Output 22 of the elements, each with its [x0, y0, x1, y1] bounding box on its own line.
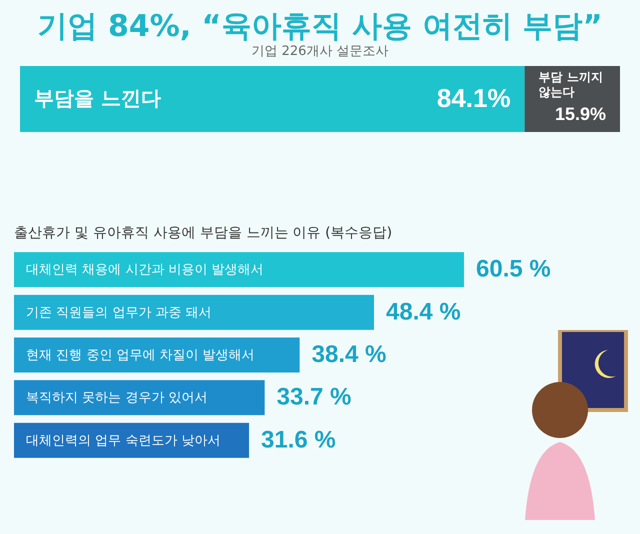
bar: [14, 380, 265, 416]
series-label: 부담 느끼지 않는다: [538, 70, 603, 99]
data-label: 60.5 %: [476, 256, 551, 283]
data-label: 33.7 %: [276, 384, 352, 411]
bar: [14, 294, 374, 330]
category-label: 대체인력 채용에 시간과 비용이 발생해서: [26, 262, 264, 278]
data-label: 38.4 %: [312, 341, 386, 368]
chart-subtitle: 기업 226개사 설문조사: [251, 44, 389, 59]
category-label: 기존 직원들의 업무가 과중 돼서: [26, 305, 212, 320]
series-label: 부담을 느낀다: [34, 86, 161, 110]
bar: [14, 252, 464, 288]
category-label: 현재 진행 중인 업무에 차질이 발생해서: [26, 348, 255, 363]
category-label: 복직하지 못하는 경우가 있어서: [26, 390, 208, 406]
bar: [14, 422, 250, 458]
data-label: 48.4 %: [386, 298, 461, 326]
bar: [14, 338, 300, 372]
chart-title: 기업 84%, “육아휴직 사용 여전히 부담”: [38, 9, 602, 44]
category-label: 대체인력의 업무 숙련도가 낮아서: [26, 433, 220, 448]
data-label: 84.1%: [436, 83, 511, 113]
chart-title: 출산휴가 및 유아휴직 사용에 부담을 느끼는 이유 (복수응답): [14, 225, 392, 241]
data-label: 31.6 %: [261, 426, 336, 454]
data-label: 15.9%: [554, 104, 606, 124]
